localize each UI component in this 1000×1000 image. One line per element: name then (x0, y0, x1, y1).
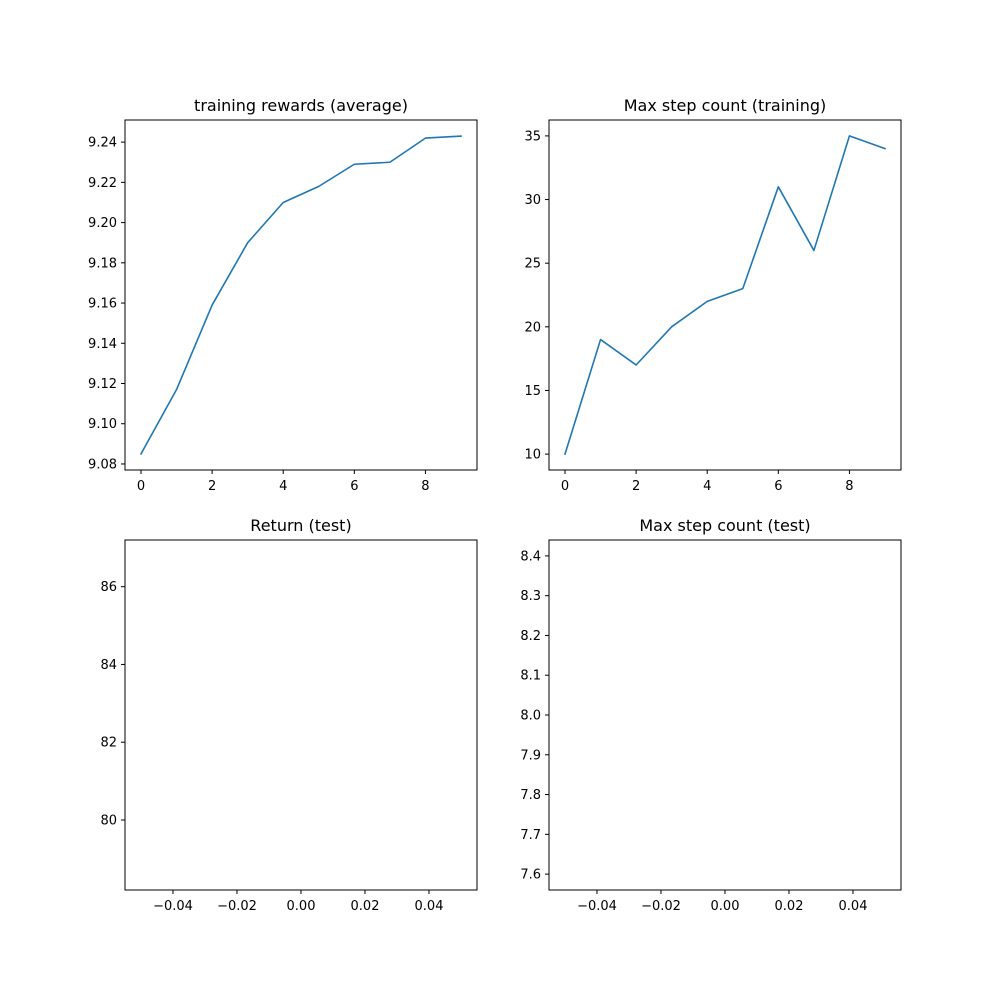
panel-1-y-tick-label: 9.16 (88, 297, 117, 312)
panel-1-x-tick-label: 2 (208, 479, 216, 494)
panel-3-plot-area (125, 540, 477, 890)
panel-3-y-tick-label: 80 (100, 814, 117, 829)
panel-2-max-step-count-training: Max step count (training) 0 2 4 6 8 10 15 20 25 30… (524, 96, 902, 494)
panel-3-y-tick-label: 82 (100, 736, 117, 751)
panel-3-x-tick-label: 0.02 (351, 899, 380, 914)
panel-1-y-tick-label: 9.10 (88, 417, 117, 432)
panel-3-axes-frame (124, 539, 478, 891)
panel-4-x-tick-label: −0.04 (577, 899, 617, 914)
panel-2-x-tick-label: 4 (703, 479, 711, 494)
panel-2-x-tick-label: 0 (561, 479, 569, 494)
panel-4-x-tick-label: 0.00 (711, 899, 740, 914)
panel-4-max-step-count-test: Max step count (test) −0.04 −0.02 0.00 0.02 0… (520, 516, 902, 914)
panel-2-series-line-1 (563, 135, 887, 456)
panel-1-x-tick-label: 8 (421, 479, 429, 494)
panel-1-y-tick-label: 9.18 (88, 256, 117, 271)
panel-2-axes-frame (548, 119, 902, 471)
panel-2-y-tick-label: 30 (524, 193, 541, 208)
panel-2-x-tick-label: 6 (774, 479, 782, 494)
panel-1-y-tick-label: 9.14 (88, 337, 117, 352)
panel-1-plot-area (125, 120, 477, 470)
panel-2-x-tick-label: 8 (845, 479, 853, 494)
panel-3-x-tick-label: 0.04 (415, 899, 444, 914)
panel-1-x-tick-label: 4 (279, 479, 287, 494)
panel-4-y-tick-label: 8.1 (520, 669, 541, 684)
panel-2-y-tick-label: 35 (524, 129, 541, 144)
panel-3-return-test: Return (test) −0.04 −0.02 0.00 0.02 0.04 80 82 8… (100, 516, 478, 914)
panel-4-axes-frame (548, 539, 902, 891)
panel-3-x-tick-label: −0.02 (217, 899, 257, 914)
panel-4-plot-area (549, 540, 901, 890)
panel-3-title: Return (test) (250, 516, 351, 535)
panel-2-y-tick-label: 10 (524, 448, 541, 463)
panel-2-title: Max step count (training) (624, 96, 827, 115)
panel-4-y-tick-label: 8.2 (520, 629, 541, 644)
panel-4-y-tick-label: 7.8 (520, 788, 541, 803)
panel-3-y-tick-label: 84 (100, 658, 117, 673)
panel-1-y-tick-label: 9.24 (88, 136, 117, 151)
panel-2-y-tick-label: 15 (524, 384, 541, 399)
panel-4-y-tick-label: 8.0 (520, 709, 541, 724)
panel-2-y-tick-label: 25 (524, 257, 541, 272)
panel-1-title: training rewards (average) (194, 96, 408, 115)
panel-4-y-tick-label: 7.7 (520, 828, 541, 843)
panel-4-y-tick-label: 7.6 (520, 868, 541, 883)
panel-1-series-line-1 (139, 135, 462, 455)
panel-4-title: Max step count (test) (639, 516, 810, 535)
panel-4-y-tick-label: 7.9 (520, 748, 541, 763)
panel-1-y-tick-label: 9.12 (88, 377, 117, 392)
panel-4-x-tick-label: 0.04 (839, 899, 868, 914)
panel-3-x-tick-label: 0.00 (287, 899, 316, 914)
panel-1-y-tick-label: 9.22 (88, 176, 117, 191)
panel-4-x-tick-label: −0.02 (641, 899, 681, 914)
panel-4-x-tick-label: 0.02 (775, 899, 804, 914)
panel-1-y-tick-label: 9.20 (88, 216, 117, 231)
panel-3-x-tick-label: −0.04 (153, 899, 193, 914)
panel-2-y-tick-label: 20 (524, 320, 541, 335)
panel-2-x-tick-label: 2 (632, 479, 640, 494)
panel-4-y-tick-label: 8.4 (520, 549, 541, 564)
panel-1-axes-frame (124, 119, 478, 471)
panel-1-x-tick-label: 6 (350, 479, 358, 494)
panel-1-x-tick-label: 0 (137, 479, 145, 494)
panel-1-y-tick-label: 9.08 (88, 457, 117, 472)
panel-1-training-rewards-average: training rewards (average) 0 2 4 6 8 9.08 9.10 9… (88, 96, 478, 494)
panel-4-y-tick-label: 8.3 (520, 589, 541, 604)
panel-3-y-tick-label: 86 (100, 580, 117, 595)
